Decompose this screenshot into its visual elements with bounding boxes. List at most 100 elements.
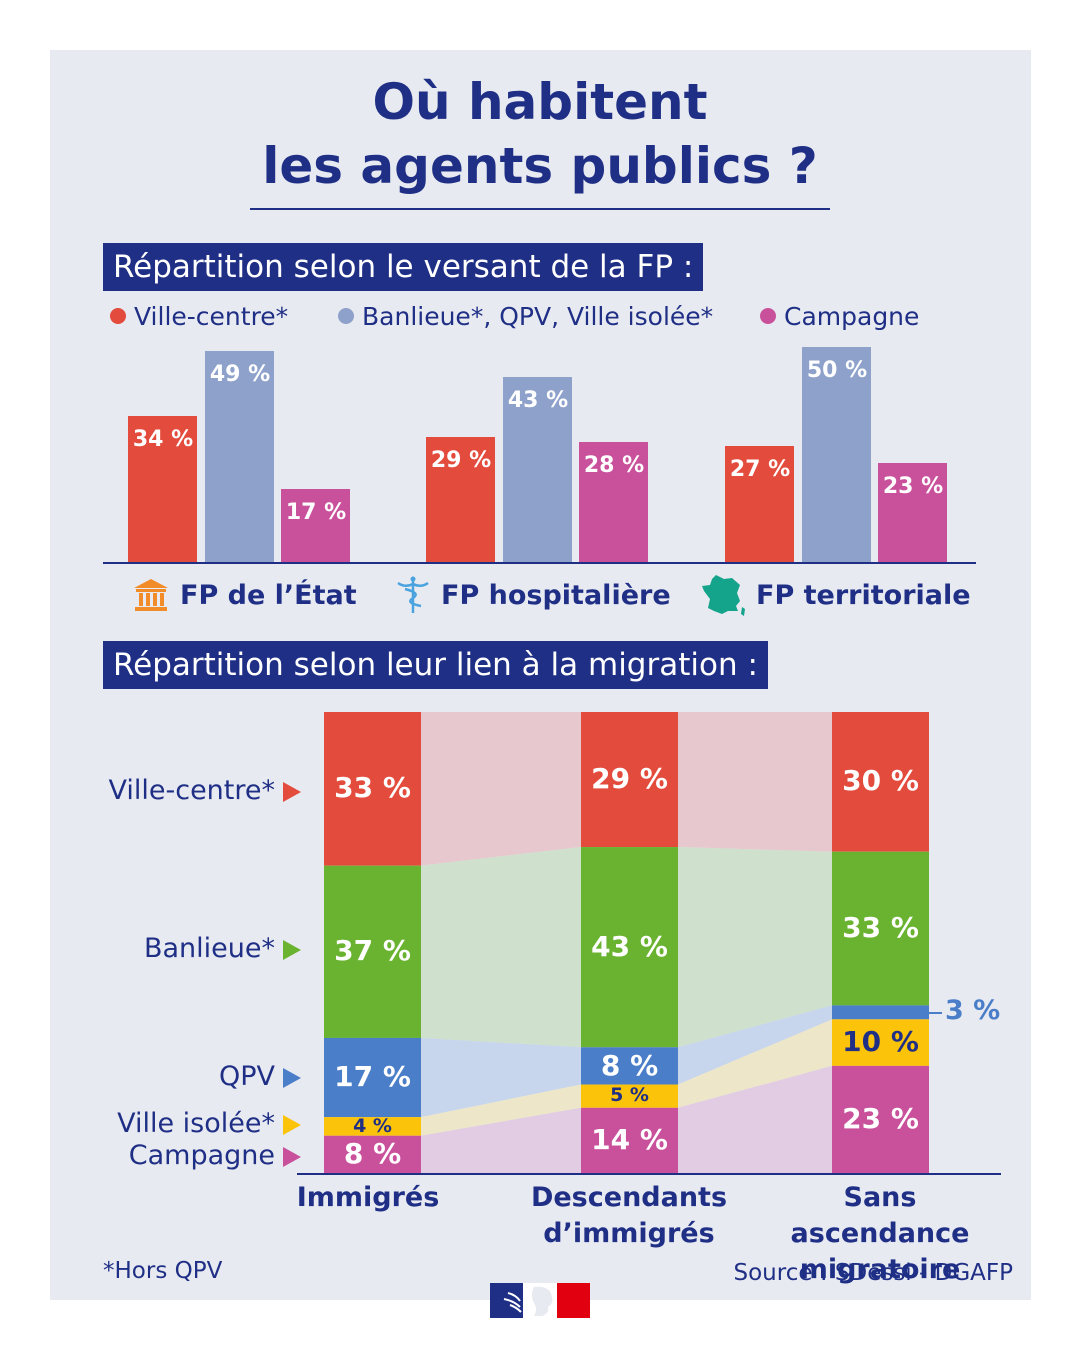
legend-item-ville-centre: Ville-centre* (110, 300, 288, 332)
band-campagne-0 (421, 1107, 581, 1173)
bar-banlieue-2 (802, 347, 871, 562)
segment-campagne-0 (324, 1135, 421, 1173)
france-map-icon (702, 575, 745, 616)
segment-qpv-0 (324, 1037, 421, 1118)
bar-value-label: 28 % (583, 452, 645, 478)
legend-item-campagne: Campagne (760, 300, 919, 332)
bar-value-label: 49 % (209, 362, 271, 388)
segment-ville-centre-2 (832, 712, 929, 852)
section-1-label: Répartition selon le versant de la FP : (103, 243, 704, 291)
segment-value-label: 5 % (610, 1084, 649, 1107)
bar-banlieue-0 (205, 351, 274, 562)
segment-qpv-1 (581, 1047, 678, 1085)
segment-value-label: 23 % (842, 1102, 919, 1136)
chart-2-axis (297, 1173, 1001, 1175)
row-arrow-banlieue (283, 940, 301, 960)
row-label-campagne: Campagne (128, 1140, 275, 1171)
band-campagne-1 (678, 1065, 832, 1173)
qpv-callout-label: 3 % (945, 995, 1001, 1026)
band-qpv-1 (678, 1005, 832, 1085)
bar-value-label: 34 % (132, 426, 194, 452)
bar-ville-centre-0 (128, 415, 197, 562)
segment-ville-centre-1 (581, 712, 678, 848)
bar-ville-centre-2 (725, 445, 794, 562)
bar-ville-centre-1 (426, 437, 495, 562)
bar-campagne-0 (281, 488, 350, 562)
segment-value-label: 8 % (600, 1048, 659, 1082)
government-building-icon (134, 579, 168, 611)
category-label-sans-ascendance: Sans ascendance migratoire (790, 1182, 970, 1285)
row-arrow-ville-isolee (283, 1115, 301, 1135)
legend-dot-ville-centre (110, 308, 126, 324)
row-arrow-qpv (283, 1068, 301, 1088)
segment-banlieue-0 (324, 865, 421, 1038)
band-banlieue-0 (421, 847, 581, 1048)
bar-value-label: 17 % (285, 499, 347, 525)
segment-value-label: 33 % (334, 771, 411, 805)
legend-label: Campagne (784, 301, 920, 331)
segment-value-label: 43 % (591, 929, 668, 963)
segment-value-label: 30 % (842, 764, 919, 798)
page-title: Où habitent les agents publics ? (0, 70, 1080, 198)
segment-qpv-2 (832, 1005, 929, 1020)
segment-ville-isolee-2 (832, 1019, 929, 1066)
row-label-banlieue: Banlieue* (143, 933, 275, 964)
legend-dot-banlieue (338, 308, 354, 324)
segment-value-label: 4 % (353, 1114, 392, 1137)
bar-value-label: 43 % (507, 388, 569, 414)
legend-label: Ville-centre* (134, 301, 289, 331)
segment-value-label: 17 % (334, 1060, 411, 1094)
segment-ville-centre-0 (324, 712, 421, 866)
segment-ville-isolee-1 (581, 1084, 678, 1108)
caduceus-icon (397, 576, 429, 613)
bar-campagne-2 (878, 463, 947, 562)
category-label-descendants: Descendants d’immigrés (530, 1182, 728, 1249)
row-label-qpv: QPV (218, 1061, 275, 1092)
band-banlieue-1 (678, 847, 832, 1048)
legend-label: Banlieue*, QPV, Ville isolée* (362, 301, 714, 331)
segment-campagne-2 (832, 1065, 929, 1173)
group-label-hospital: FP hospitalière (395, 575, 671, 615)
segment-value-label: 10 % (842, 1025, 919, 1059)
category-label-immigres: Immigrés (296, 1182, 440, 1213)
legend-dot-campagne (760, 308, 776, 324)
bar-value-label: 23 % (882, 474, 944, 500)
segment-value-label: 14 % (591, 1123, 668, 1157)
title-line-2: les agents publics ? (262, 137, 818, 195)
bar-banlieue-1 (503, 377, 572, 562)
segment-value-label: 29 % (591, 762, 668, 796)
bar-value-label: 29 % (430, 448, 492, 474)
band-ville-isolee-1 (678, 1019, 832, 1108)
footnote: *Hors QPV (103, 1258, 223, 1284)
band-qpv-0 (421, 1037, 581, 1118)
group-label-text: FP territoriale (756, 579, 971, 611)
row-arrow-campagne (283, 1147, 301, 1167)
row-label-ville-centre: Ville-centre* (108, 775, 275, 806)
segment-banlieue-1 (581, 847, 678, 1048)
republique-francaise-logo (490, 1283, 590, 1318)
title-line-1: Où habitent (372, 73, 708, 131)
segment-banlieue-2 (832, 851, 929, 1006)
band-ville-centre-1 (678, 712, 832, 852)
qpv-callout-line (928, 1012, 942, 1014)
title-underline (250, 208, 830, 210)
group-label-territorial: FP territoriale (700, 575, 971, 616)
segment-campagne-1 (581, 1107, 678, 1173)
segment-value-label: 8 % (343, 1137, 402, 1170)
segment-value-label: 33 % (842, 911, 919, 945)
section-2-label: Répartition selon leur lien à la migrati… (103, 641, 768, 689)
bar-campagne-1 (579, 441, 648, 562)
row-label-ville-isolee: Ville isolée* (117, 1108, 275, 1139)
source-credit: Source : SDessi - DGAFP (733, 1260, 1013, 1286)
band-ville-centre-0 (421, 712, 581, 866)
chart-1-axis (103, 562, 976, 564)
segment-ville-isolee-0 (324, 1117, 421, 1136)
group-label-text: FP de l’État (180, 579, 357, 611)
row-arrow-ville-centre (283, 782, 301, 802)
band-ville-isolee-0 (421, 1084, 581, 1136)
group-label-etat: FP de l’État (132, 575, 357, 615)
bar-value-label: 27 % (729, 456, 791, 482)
bar-value-label: 50 % (806, 358, 868, 383)
legend-item-banlieue: Banlieue*, QPV, Ville isolée* (338, 300, 713, 332)
